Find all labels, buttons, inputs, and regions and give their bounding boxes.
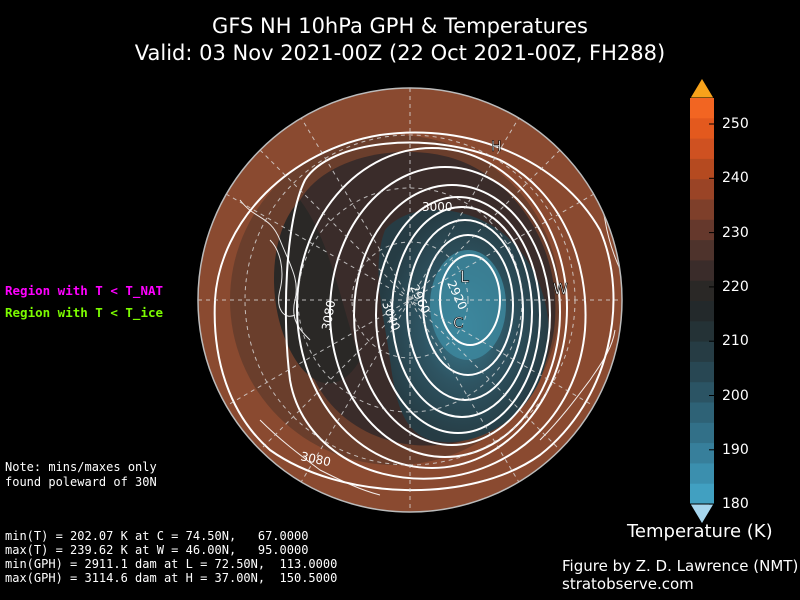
coastline	[539, 329, 616, 441]
contour-label-3080: 3080	[319, 299, 338, 332]
legend-ice-label: Region with T < T_ice	[5, 305, 164, 320]
colorbar-segment	[690, 321, 714, 343]
colorbar-segment	[690, 402, 714, 424]
colorbar-segment	[690, 382, 714, 403]
meridian	[259, 149, 561, 451]
colorbar-segment	[690, 422, 714, 444]
colorbar-segment	[690, 260, 714, 282]
colorbar-segment	[690, 240, 714, 261]
colorbar-segment	[690, 301, 714, 322]
gph-contour	[213, 131, 615, 491]
marker-H: H	[491, 139, 502, 155]
contour-label-3080-south: 3080	[299, 449, 332, 469]
colorbar-segment	[690, 118, 714, 140]
colorbar-tick-label: 210	[722, 333, 749, 350]
colorbar-segment	[690, 199, 714, 221]
stats-line-3: min(GPH) = 2911.1 dam at L = 72.50N, 113…	[5, 557, 338, 571]
colorbar-title: Temperature (K)	[627, 521, 773, 542]
note-line-2: found poleward of 30N	[5, 475, 157, 489]
stats-line-4: max(GPH) = 3114.6 dam at H = 37.00N, 150…	[5, 571, 338, 585]
globe-outline	[197, 87, 623, 513]
gph-contour	[422, 234, 514, 376]
title-line-2: Valid: 03 Nov 2021-00Z (22 Oct 2021-00Z,…	[134, 41, 666, 65]
colorbar-segment	[690, 443, 714, 464]
colorbar-segment	[690, 280, 714, 302]
colorbar-segment	[690, 483, 714, 505]
colorbar-segment	[690, 219, 714, 241]
coastline	[269, 239, 296, 317]
gph-contour	[375, 196, 541, 434]
temperature-colorbar	[689, 77, 715, 525]
colorbar-under-triangle	[689, 503, 715, 525]
colorbar-segment	[690, 463, 714, 485]
colorbar-tick-label: 250	[722, 116, 749, 132]
colorbar-over-triangle	[689, 77, 715, 99]
contour-label-3000: 3000	[422, 200, 453, 214]
colorbar-segment	[690, 341, 714, 363]
colorbar-segment	[690, 158, 714, 180]
meridian	[259, 149, 561, 451]
colorbar-segment	[690, 138, 714, 160]
credit-line-2: stratobserve.com	[562, 575, 694, 593]
title-line-1: GFS NH 10hPa GPH & Temperatures	[212, 14, 588, 38]
colorbar-tick-label: 240	[722, 170, 749, 187]
colorbar-tick-label: 230	[722, 224, 749, 241]
colorbar-segment	[690, 361, 714, 383]
colorbar-tick-label: 190	[722, 441, 749, 458]
stats-line-2: max(T) = 239.62 K at W = 46.00N, 95.0000	[5, 543, 309, 557]
marker-C: C	[453, 314, 463, 332]
colorbar-segment	[690, 98, 714, 119]
meridian	[225, 193, 595, 407]
gph-contour	[353, 184, 551, 446]
stats-line-1: min(T) = 202.07 K at C = 74.50N, 67.0000	[5, 529, 309, 543]
coastline	[239, 199, 311, 341]
gph-contour	[284, 141, 587, 480]
gph-contour	[391, 206, 533, 418]
coastline	[259, 419, 381, 496]
marker-L: L	[460, 267, 469, 286]
colorbar-tick-label: 180	[722, 496, 749, 513]
gph-contour	[406, 219, 524, 401]
credit-line-1: Figure by Z. D. Lawrence (NMT)	[562, 557, 799, 575]
colorbar-tick-label: 220	[722, 278, 749, 295]
gph-contour	[296, 147, 568, 469]
gph-contour	[329, 166, 561, 458]
note-line-1: Note: mins/maxes only	[5, 460, 157, 474]
map-dark-region-west	[273, 200, 360, 384]
colorbar-tick-label: 200	[722, 387, 749, 404]
colorbar-segment	[690, 179, 714, 200]
meridian	[225, 193, 595, 407]
legend-nat-label: Region with T < T_NAT	[5, 283, 164, 298]
marker-W: W	[553, 280, 568, 298]
